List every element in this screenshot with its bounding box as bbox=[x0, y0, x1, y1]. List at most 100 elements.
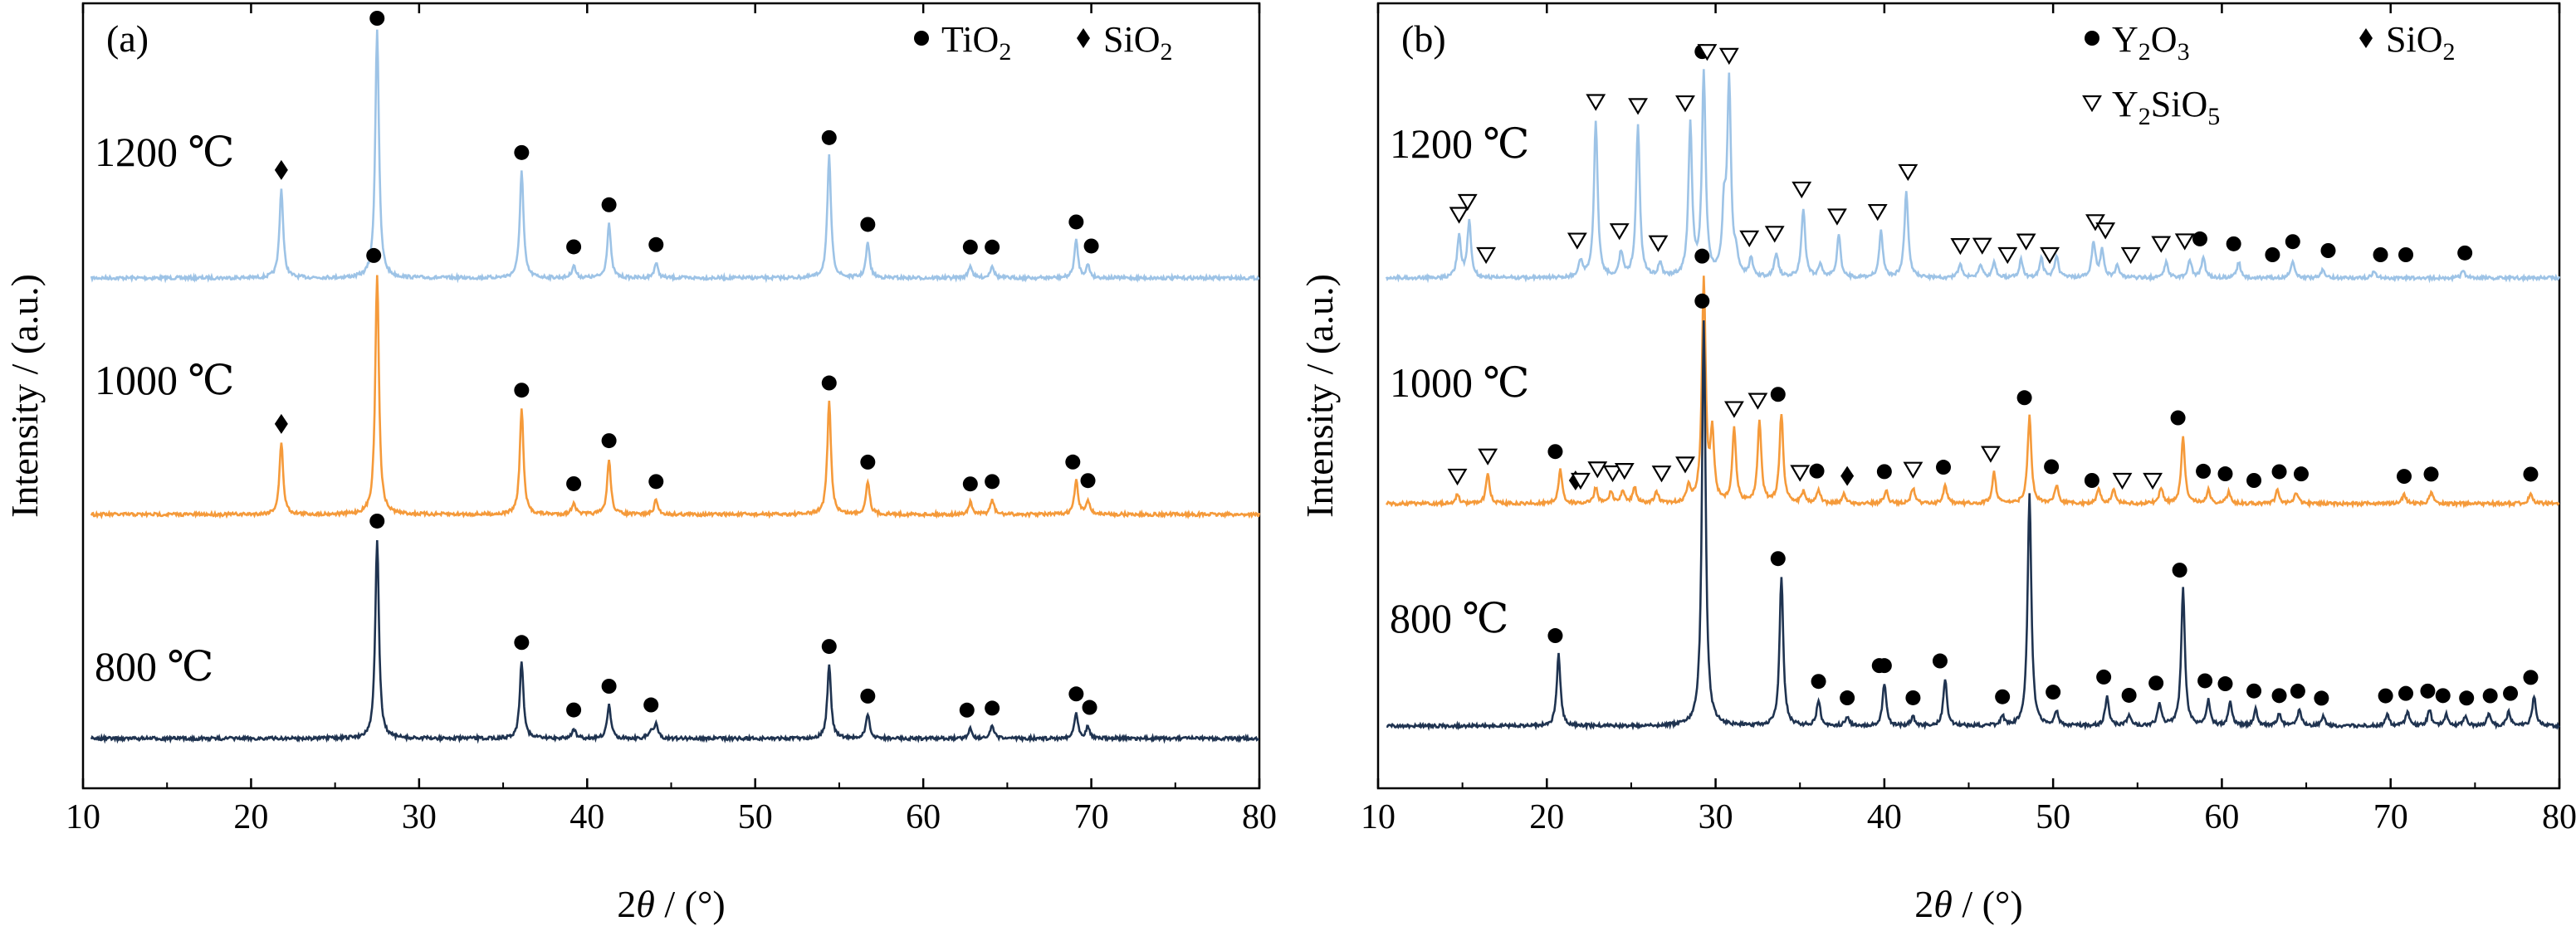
peak-marker-circle bbox=[860, 217, 876, 232]
peak-marker-triangle bbox=[1997, 246, 2018, 265]
peak-marker-circle bbox=[601, 678, 617, 694]
peak-marker-circle bbox=[2121, 687, 2137, 703]
peak-marker-triangle bbox=[1981, 446, 2001, 463]
peak-marker-circle bbox=[1068, 686, 1084, 702]
peak-marker-circle bbox=[1905, 690, 1921, 705]
peak-marker-circle bbox=[601, 433, 617, 449]
peak-marker-triangle bbox=[2016, 233, 2036, 251]
peak-marker-circle bbox=[1995, 689, 2011, 704]
peak-marker-circle bbox=[566, 475, 582, 491]
legend-marker-circle bbox=[2085, 31, 2099, 46]
peak-marker-circle bbox=[2046, 685, 2061, 700]
peak-marker-triangle bbox=[1571, 472, 1591, 490]
peak-marker-circle bbox=[2420, 683, 2436, 699]
peak-marker-circle bbox=[2265, 247, 2280, 262]
peak-marker-circle bbox=[1547, 444, 1563, 460]
peak-marker-triangle bbox=[1609, 223, 1630, 241]
peak-marker-circle bbox=[2246, 683, 2262, 699]
panel-label: (a) bbox=[106, 17, 149, 60]
x-tick-label: 80 bbox=[1242, 798, 1277, 836]
peak-marker-circle bbox=[366, 247, 382, 263]
peak-marker-circle bbox=[2226, 236, 2241, 251]
pattern-line bbox=[90, 539, 1259, 744]
peak-marker-circle bbox=[2482, 688, 2498, 704]
peak-marker-circle bbox=[2290, 683, 2305, 699]
peak-marker-circle bbox=[566, 239, 582, 255]
peak-marker-circle bbox=[1082, 699, 1097, 715]
peak-marker-triangle bbox=[1724, 401, 1744, 418]
peak-marker-circle bbox=[962, 239, 978, 255]
legend-label: SiO2 bbox=[2386, 19, 2455, 66]
peak-marker-triangle bbox=[1478, 448, 1498, 465]
peak-marker-circle bbox=[2320, 243, 2336, 259]
series-1000C: 1000 ℃ bbox=[1386, 248, 2560, 509]
peak-marker-circle bbox=[860, 688, 876, 704]
series-label: 800 ℃ bbox=[1390, 595, 1508, 641]
peak-marker-triangle bbox=[1827, 208, 1847, 226]
peak-marker-diamond bbox=[274, 159, 288, 180]
peak-marker-triangle bbox=[1447, 468, 1468, 486]
peak-marker-circle bbox=[2096, 669, 2112, 685]
peak-marker-triangle bbox=[1950, 238, 1971, 256]
legend-label: Y2SiO5 bbox=[2112, 84, 2220, 130]
peak-marker-circle bbox=[2196, 463, 2212, 479]
x-tick-label: 70 bbox=[2373, 798, 2408, 836]
peak-marker-circle bbox=[2271, 464, 2287, 480]
peak-marker-circle bbox=[1694, 293, 1710, 309]
x-tick-label: 60 bbox=[2204, 798, 2239, 836]
x-tick-label: 30 bbox=[402, 798, 437, 836]
peak-marker-triangle bbox=[1675, 456, 1695, 474]
peak-marker-circle bbox=[1936, 460, 1952, 475]
peak-marker-triangle bbox=[1697, 44, 1718, 61]
peak-marker-triangle bbox=[1628, 98, 1648, 115]
x-tick-label: 20 bbox=[233, 798, 268, 836]
peak-marker-circle bbox=[2271, 688, 2287, 704]
series-1200C: 1200 ℃ bbox=[90, 11, 1260, 284]
peak-marker-circle bbox=[2373, 247, 2388, 262]
peak-marker-circle bbox=[514, 635, 530, 651]
x-tick-label: 70 bbox=[1074, 798, 1109, 836]
legend-marker-diamond bbox=[2359, 28, 2373, 48]
peak-marker-circle bbox=[2523, 670, 2539, 685]
legend-label: Y2O3 bbox=[2112, 19, 2190, 66]
peak-marker-triangle bbox=[1476, 246, 1497, 265]
peak-marker-circle bbox=[860, 454, 876, 470]
peak-marker-circle bbox=[1065, 454, 1081, 470]
peak-marker-circle bbox=[1876, 658, 1892, 674]
peak-marker-circle bbox=[1547, 628, 1563, 644]
peak-marker-circle bbox=[985, 239, 1000, 255]
peak-marker-circle bbox=[821, 129, 837, 145]
peak-marker-circle bbox=[2398, 685, 2414, 701]
series-800C: 800 ℃ bbox=[1386, 293, 2561, 732]
x-tick-label: 50 bbox=[738, 798, 773, 836]
plot-frame bbox=[81, 2, 1261, 790]
peak-marker-circle bbox=[601, 197, 617, 212]
x-tick-label: 10 bbox=[1361, 798, 1396, 836]
legend-marker-triangle bbox=[2082, 95, 2102, 113]
pattern-line bbox=[90, 275, 1261, 520]
peak-marker-triangle bbox=[1648, 235, 1669, 252]
peak-marker-circle bbox=[821, 375, 837, 391]
pattern-line bbox=[90, 29, 1260, 284]
peak-marker-circle bbox=[2197, 673, 2213, 689]
peak-marker-circle bbox=[2398, 247, 2414, 262]
x-tick-label: 50 bbox=[2036, 798, 2070, 836]
series-label: 1200 ℃ bbox=[1390, 120, 1529, 167]
peak-marker-triangle bbox=[1567, 232, 1587, 250]
x-tick-label: 60 bbox=[906, 798, 941, 836]
peak-marker-triangle bbox=[1903, 461, 1923, 479]
peak-marker-circle bbox=[369, 11, 385, 26]
peak-marker-circle bbox=[2378, 688, 2393, 704]
chart-panel-a: 10 20 30 40 50 60 70 80 2θ / (°) Intensity / (a.u… bbox=[3, 2, 1277, 925]
legend: TiO2 SiO2 bbox=[914, 19, 1172, 66]
peak-marker-triangle bbox=[1457, 193, 1478, 212]
peak-marker-circle bbox=[2016, 390, 2032, 406]
peak-marker-triangle bbox=[1449, 207, 1469, 224]
x-tick-label: 10 bbox=[66, 798, 100, 836]
peak-marker-circle bbox=[1068, 214, 1084, 230]
x-tick-label: 40 bbox=[569, 798, 604, 836]
peak-marker-circle bbox=[2435, 688, 2451, 704]
peak-marker-triangle bbox=[1764, 226, 1785, 243]
peak-marker-circle bbox=[2314, 690, 2329, 706]
